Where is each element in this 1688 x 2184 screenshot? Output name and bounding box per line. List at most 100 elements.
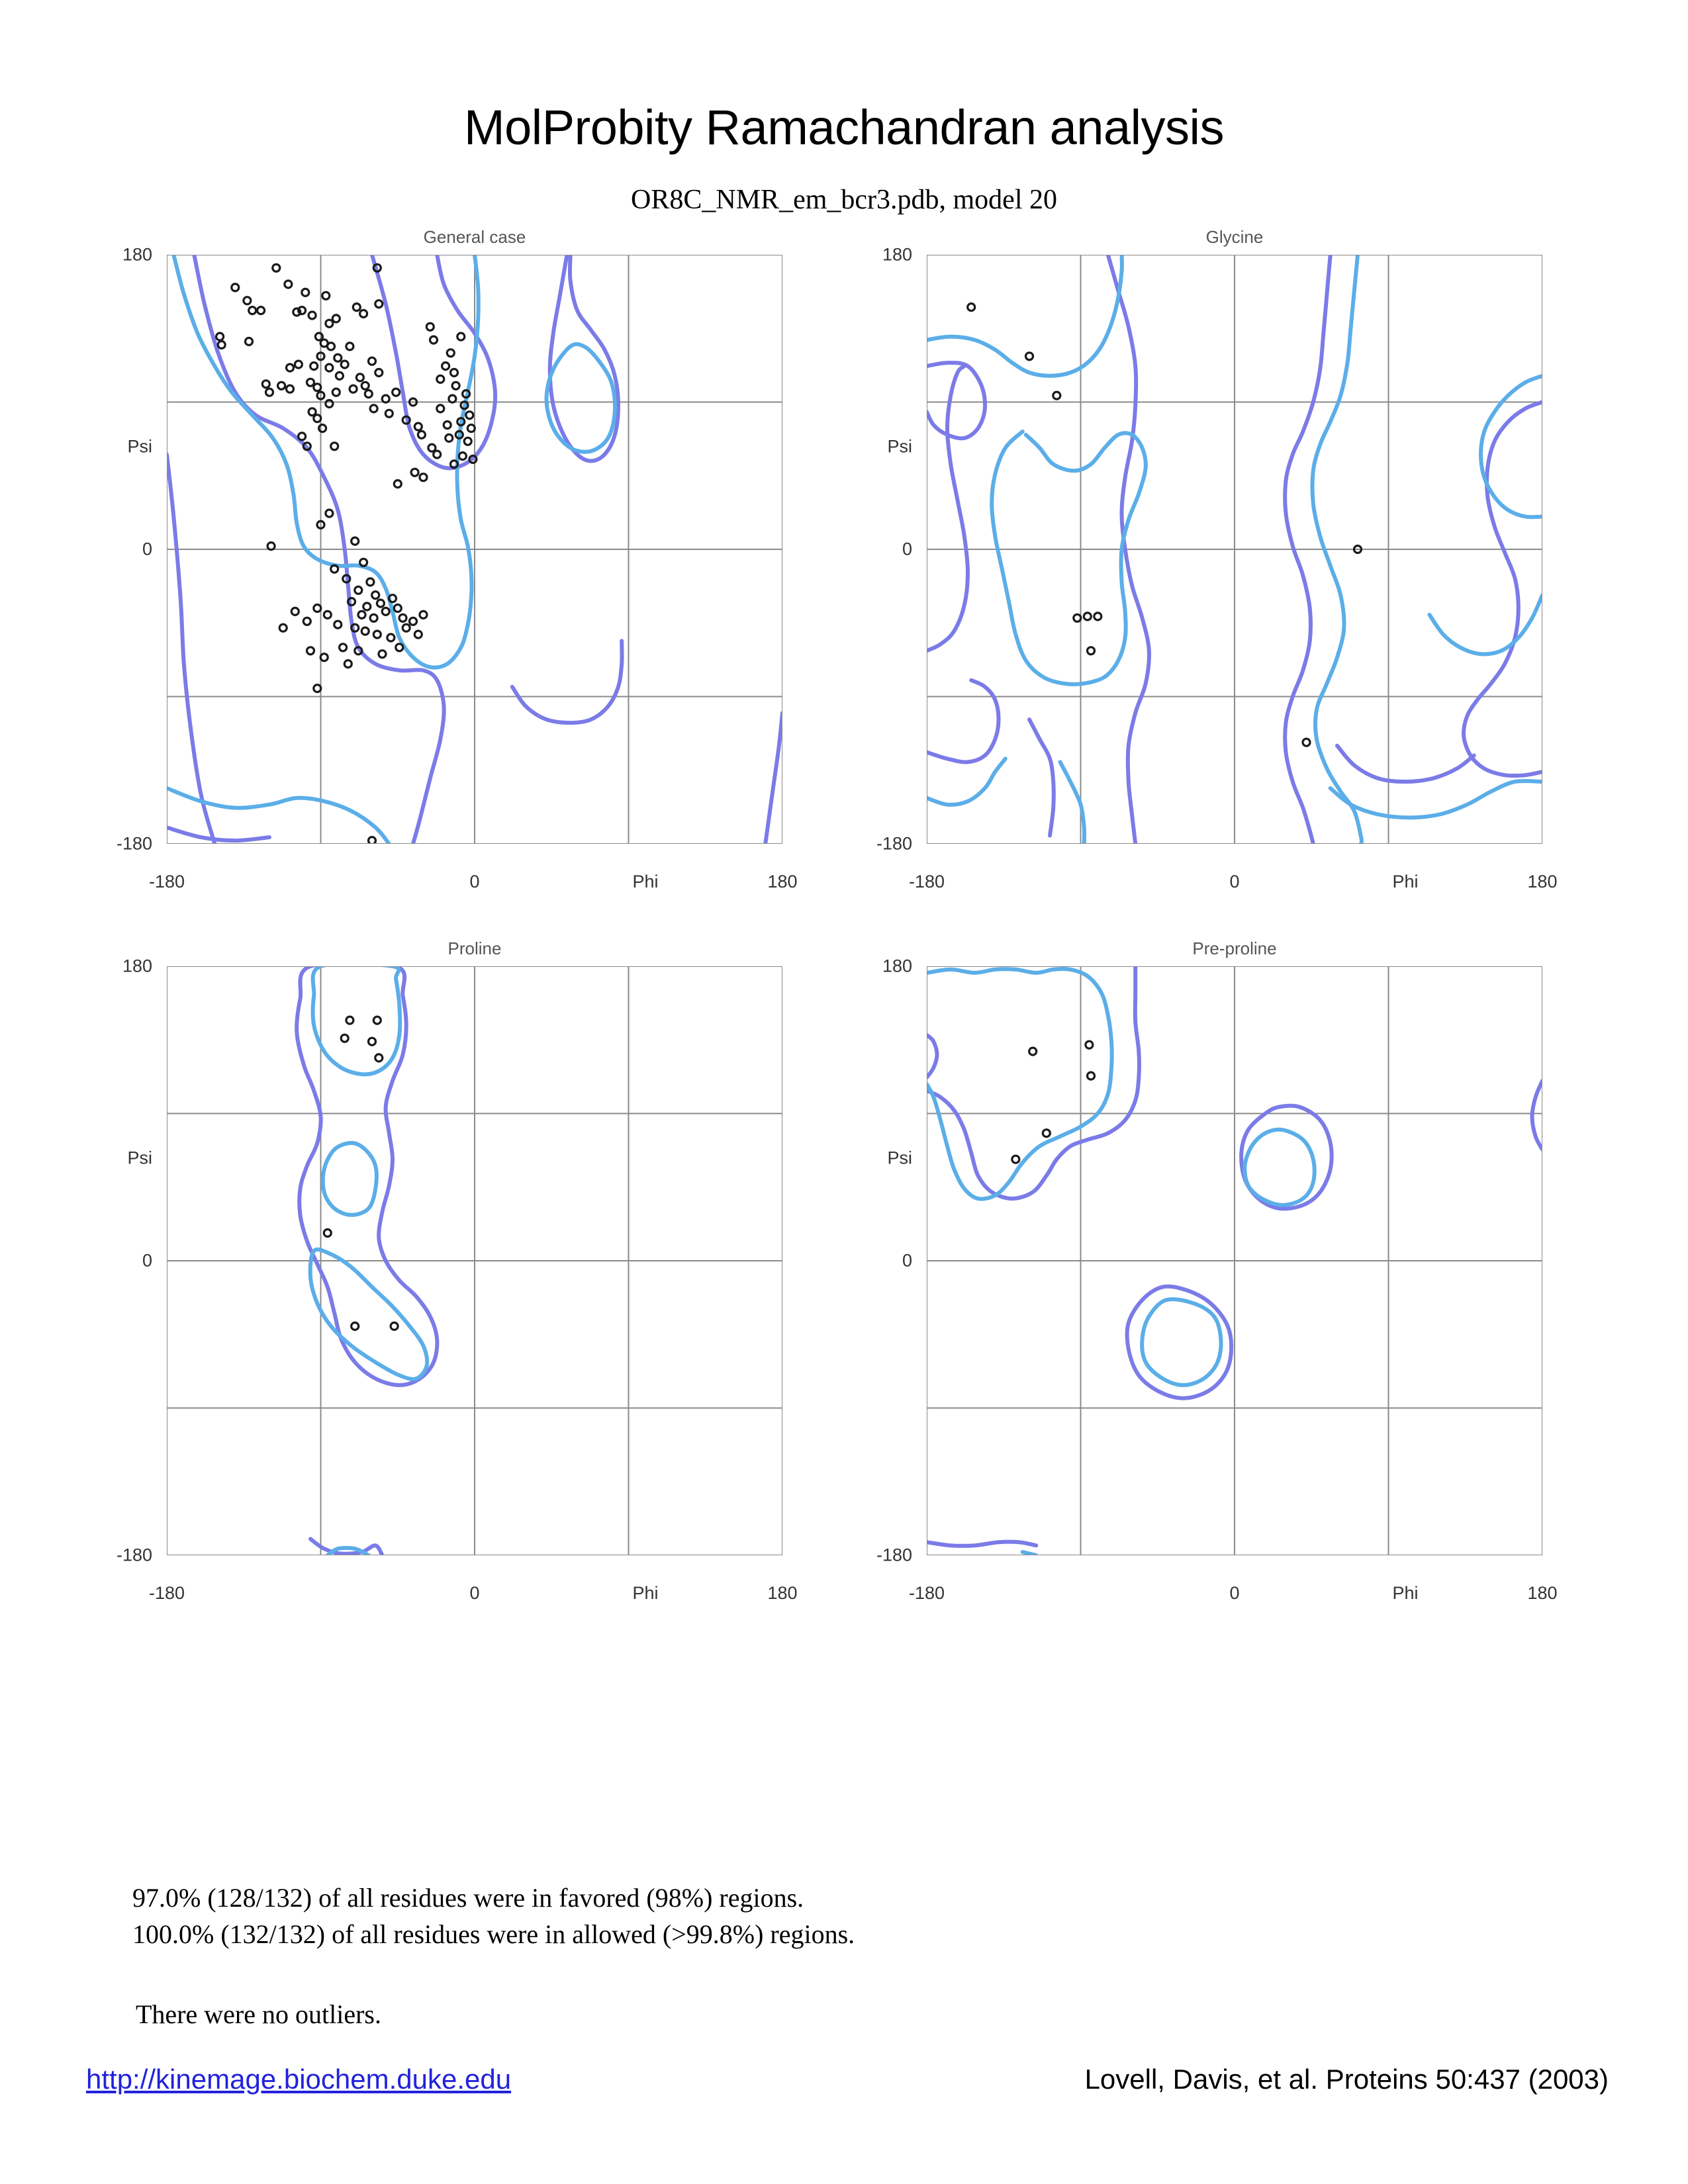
- data-point: [302, 441, 312, 451]
- data-point: [369, 404, 379, 414]
- data-point: [457, 451, 467, 461]
- data-point: [333, 619, 343, 629]
- kinemage-link[interactable]: http://kinemage.biochem.duke.edu: [86, 2064, 512, 2095]
- data-point: [242, 296, 252, 306]
- plot-area-glycine: [927, 255, 1542, 844]
- panel-title-glycine: Glycine: [1205, 227, 1264, 247]
- data-point: [465, 410, 475, 420]
- data-point: [393, 603, 402, 614]
- data-point: [350, 623, 360, 633]
- data-point: [369, 613, 379, 623]
- data-point: [244, 336, 254, 347]
- data-point: [293, 359, 303, 369]
- y-tick-180-top: 180: [882, 244, 912, 265]
- data-point: [360, 381, 370, 390]
- y-axis-label: Psi: [887, 1148, 912, 1168]
- plot-area-general-case: [167, 255, 782, 844]
- data-point: [427, 443, 437, 453]
- data-point: [367, 1036, 377, 1046]
- page-subtitle: OR8C_NMR_em_bcr3.pdb, model 20: [631, 185, 1057, 215]
- data-point: [442, 420, 452, 430]
- data-point: [372, 1015, 382, 1025]
- data-point: [338, 643, 348, 653]
- allowed-contour: [927, 966, 1542, 1548]
- axis-ticks: [167, 279, 757, 844]
- data-point: [357, 610, 367, 620]
- data-point: [321, 291, 331, 300]
- data-point: [305, 377, 316, 387]
- x-axis-label: Phi: [632, 1583, 659, 1603]
- data-point: [285, 363, 295, 373]
- data-point: [384, 408, 394, 418]
- panel-title-proline: Proline: [447, 938, 502, 958]
- data-point: [367, 836, 377, 844]
- data-point: [353, 585, 363, 595]
- data-point: [1084, 1040, 1094, 1050]
- data-point: [401, 415, 411, 425]
- ramachandran-svg-glycine: [927, 255, 1542, 844]
- data-point: [322, 610, 332, 620]
- data-point: [468, 454, 478, 465]
- data-point: [285, 384, 295, 394]
- x-tick-0: 0: [469, 872, 480, 891]
- y-tick-0: 0: [142, 1250, 152, 1271]
- data-point: [264, 387, 275, 397]
- data-point: [278, 623, 288, 633]
- data-point: [297, 305, 307, 316]
- data-point: [398, 613, 408, 623]
- ramachandran-svg-pre-proline: [927, 966, 1542, 1555]
- data-point: [966, 302, 976, 312]
- y-axis-label: Psi: [887, 436, 912, 457]
- y-tick-180-bot: -180: [876, 1545, 912, 1565]
- data-point: [297, 432, 307, 441]
- grid-lines: [927, 966, 1542, 1555]
- data-point: [355, 373, 365, 383]
- data-point: [386, 633, 396, 643]
- data-point: [305, 646, 316, 656]
- data-point: [345, 341, 355, 351]
- data-point: [362, 602, 372, 612]
- data-point: [214, 332, 225, 341]
- data-point: [1024, 351, 1035, 361]
- plot-area-proline: [167, 966, 782, 1555]
- data-point: [350, 1321, 360, 1332]
- data-point: [348, 384, 358, 394]
- data-point: [346, 596, 357, 607]
- data-point: [391, 387, 401, 397]
- data-point: [230, 283, 240, 293]
- ramachandran-svg-proline: [167, 966, 782, 1555]
- data-point: [334, 371, 344, 381]
- data-point: [413, 422, 423, 432]
- data-point: [333, 353, 343, 363]
- data-point: [456, 332, 466, 341]
- data-point: [395, 643, 404, 653]
- data-point: [428, 335, 439, 345]
- x-tick-180: 180: [767, 872, 798, 891]
- data-point: [381, 606, 391, 617]
- data-point: [1028, 1046, 1038, 1056]
- data-point: [449, 459, 459, 469]
- data-point: [352, 302, 361, 312]
- data-point: [365, 577, 375, 587]
- plot-panel-pre-proline: Pre-proline 180 Psi 0 -180 -180 0 Phi 18…: [876, 938, 1558, 1603]
- data-point: [345, 1015, 355, 1025]
- grid-lines: [167, 966, 782, 1555]
- data-point: [319, 653, 329, 662]
- data-point: [216, 340, 226, 350]
- data-point: [307, 407, 317, 417]
- data-point: [340, 1033, 350, 1043]
- data-point: [301, 287, 310, 298]
- axis-ticks: [167, 991, 757, 1555]
- ramachandran-svg-general-case: [167, 255, 782, 844]
- data-point: [324, 363, 334, 373]
- data-point: [416, 430, 426, 439]
- data-point: [326, 341, 336, 351]
- x-tick-180: 180: [1527, 872, 1558, 891]
- plot-panel-glycine: Glycine 180 Psi 0 -180 -180 0 Phi 180: [876, 227, 1558, 891]
- data-point: [318, 424, 328, 433]
- data-point: [410, 467, 420, 477]
- data-point: [266, 541, 276, 551]
- stat-allowed: 100.0% (132/132) of all residues were in…: [132, 1919, 855, 1950]
- data-point: [343, 659, 353, 669]
- favored-contour: [167, 255, 618, 844]
